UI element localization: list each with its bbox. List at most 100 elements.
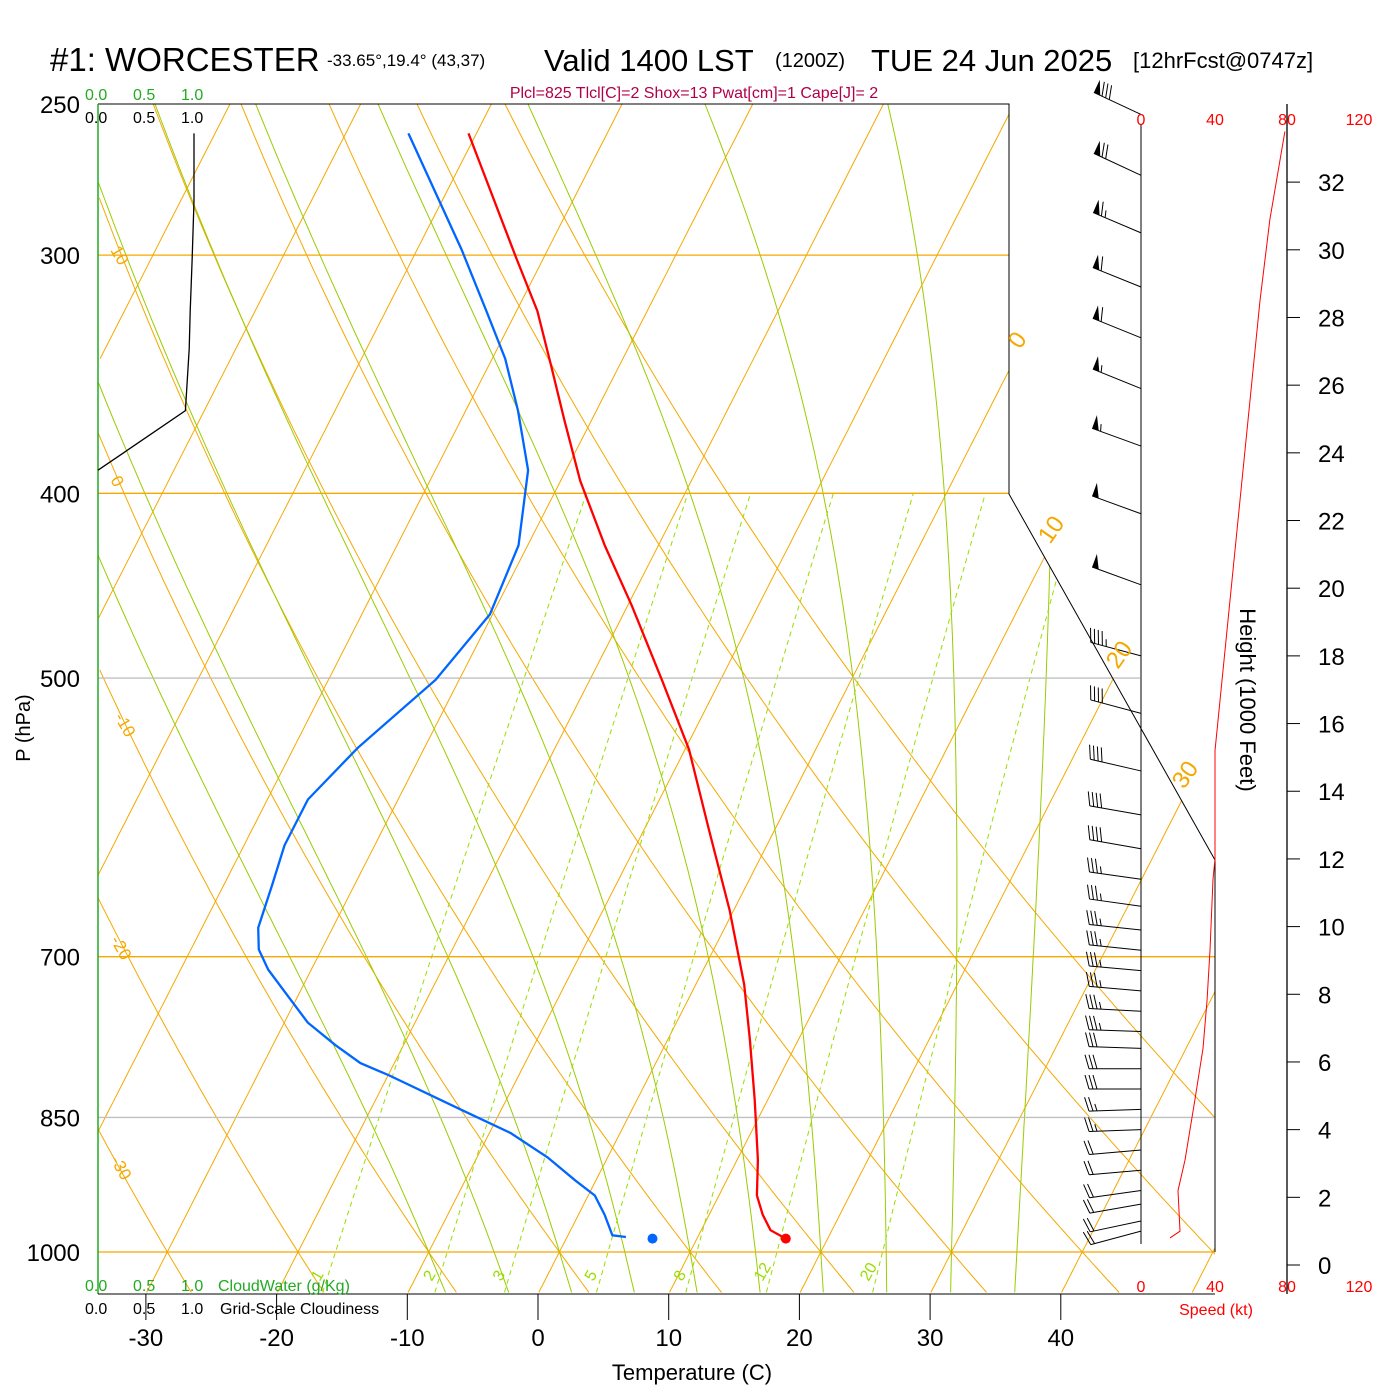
barb-full xyxy=(1086,910,1090,925)
wind-barb xyxy=(1091,482,1142,515)
barb-staff xyxy=(1089,1108,1142,1112)
barb-full xyxy=(1088,1054,1094,1069)
station-coords: -33.65°,19.4° (43,37) xyxy=(327,51,485,70)
stability-stats: Plcl=825 Tlcl[C]=2 Shox=13 Pwat[cm]=1 Ca… xyxy=(510,85,878,102)
barb-full xyxy=(1090,858,1094,873)
plot-frame xyxy=(97,103,1300,1320)
wind-barb xyxy=(1083,1183,1142,1199)
barb-full xyxy=(1091,792,1095,807)
barb-full xyxy=(1092,1074,1098,1090)
cloudiness-scale-bottom: 0.5 xyxy=(133,1301,155,1318)
height-tick-label: 6 xyxy=(1318,1050,1331,1077)
pressure-tick-label: 300 xyxy=(40,243,80,270)
barb-half xyxy=(1104,210,1107,218)
barb-pennant xyxy=(1092,415,1099,431)
barb-full xyxy=(1089,952,1094,967)
barb-full xyxy=(1086,1199,1095,1213)
barb-staff xyxy=(1090,641,1142,657)
barb-full xyxy=(1086,1230,1096,1244)
height-tick-label: 16 xyxy=(1318,712,1345,739)
barb-full xyxy=(1086,884,1091,900)
temperature-tick-label: -10 xyxy=(390,1325,425,1352)
cloudwater-scale-bottom: 1.0 xyxy=(181,1278,203,1295)
barb-full xyxy=(1083,1140,1090,1155)
barb-full xyxy=(1089,972,1094,987)
barb-staff xyxy=(1089,898,1142,907)
dry-adiabat-line xyxy=(98,1126,192,1293)
isotherm-line xyxy=(669,226,1214,1293)
height-tick-label: 8 xyxy=(1318,982,1331,1009)
isotherm-label-left: -20 xyxy=(107,933,136,964)
wind-barb xyxy=(1085,971,1142,992)
barb-staff xyxy=(1091,427,1142,447)
barb-half xyxy=(1099,893,1102,901)
speed-tick-top: 120 xyxy=(1346,112,1373,129)
barb-staff xyxy=(1093,92,1142,115)
height-tick-label: 18 xyxy=(1318,644,1345,671)
barb-full xyxy=(1093,1032,1098,1048)
barb-full xyxy=(1094,931,1098,946)
height-tick-label: 26 xyxy=(1318,373,1345,400)
barb-half xyxy=(1094,1103,1098,1112)
temperature-tick-label: 40 xyxy=(1047,1325,1074,1352)
pressure-tick-label: 850 xyxy=(40,1105,80,1132)
barb-staff xyxy=(1089,1129,1142,1132)
barb-full xyxy=(1101,142,1105,158)
isotherm-line xyxy=(98,104,362,619)
moist-adiabat-line xyxy=(154,104,635,1293)
barb-full xyxy=(1100,256,1104,271)
barb-full xyxy=(1093,1015,1098,1031)
barb-full xyxy=(1100,307,1104,322)
pressure-tick-label: 400 xyxy=(40,481,80,508)
barb-half xyxy=(1099,959,1102,968)
barb-full xyxy=(1095,826,1099,842)
barb-full xyxy=(1094,858,1098,874)
speed-tick-bottom: 0 xyxy=(1137,1279,1146,1296)
wind-barb xyxy=(1085,951,1142,972)
barb-staff xyxy=(1089,805,1142,816)
dry-adiabat-line xyxy=(99,669,457,1293)
wind-barb xyxy=(1083,1140,1142,1155)
barb-staff xyxy=(1089,1149,1142,1155)
moist-adiabat-line xyxy=(255,104,698,1293)
speed-tick-top: 0 xyxy=(1137,112,1146,129)
wind-barb xyxy=(1092,254,1142,288)
mixing-ratio-line xyxy=(872,493,1081,1293)
dry-adiabat-line xyxy=(240,104,987,1293)
moist-adiabat-line xyxy=(527,104,824,1293)
barb-full xyxy=(1099,793,1103,809)
pressure-tick-label: 700 xyxy=(40,945,80,972)
height-tick-label: 4 xyxy=(1318,1118,1331,1145)
wind-barb xyxy=(1093,79,1142,115)
barb-full xyxy=(1094,885,1098,901)
mixing-ratio-line xyxy=(504,493,752,1293)
isotherm-line xyxy=(1061,991,1215,1293)
isotherm-line xyxy=(98,104,492,877)
isotherm-label-left: -10 xyxy=(111,710,140,741)
speed-axis-title: Speed (kt) xyxy=(1179,1302,1253,1319)
barb-full xyxy=(1084,1054,1090,1069)
barb-staff xyxy=(1089,839,1142,850)
barb-full xyxy=(1087,1183,1094,1198)
station-title: #1: WORCESTER xyxy=(50,41,320,78)
isotherm-label-left: -30 xyxy=(107,1153,136,1184)
barb-staff xyxy=(1089,1029,1142,1033)
barb-pennant xyxy=(1092,254,1100,271)
barb-full xyxy=(1100,747,1103,762)
height-axis-title: Height (1000 Feet) xyxy=(1235,608,1260,791)
barb-pennant xyxy=(1092,356,1100,372)
barb-full xyxy=(1089,1032,1094,1047)
isotherm-label-right: 30 xyxy=(1167,756,1204,793)
barb-full xyxy=(1089,994,1094,1009)
wind-barb xyxy=(1084,1074,1141,1090)
wind-barb xyxy=(1082,1230,1142,1246)
mixing-ratio-line xyxy=(765,493,986,1293)
wind-barb xyxy=(1084,1097,1142,1112)
temperature-tick-label: 20 xyxy=(786,1325,813,1352)
barb-full xyxy=(1086,857,1091,873)
barb-full xyxy=(1084,1074,1090,1090)
barb-full xyxy=(1085,1015,1090,1030)
barb-staff xyxy=(1092,212,1142,234)
barb-full xyxy=(1083,1184,1090,1198)
